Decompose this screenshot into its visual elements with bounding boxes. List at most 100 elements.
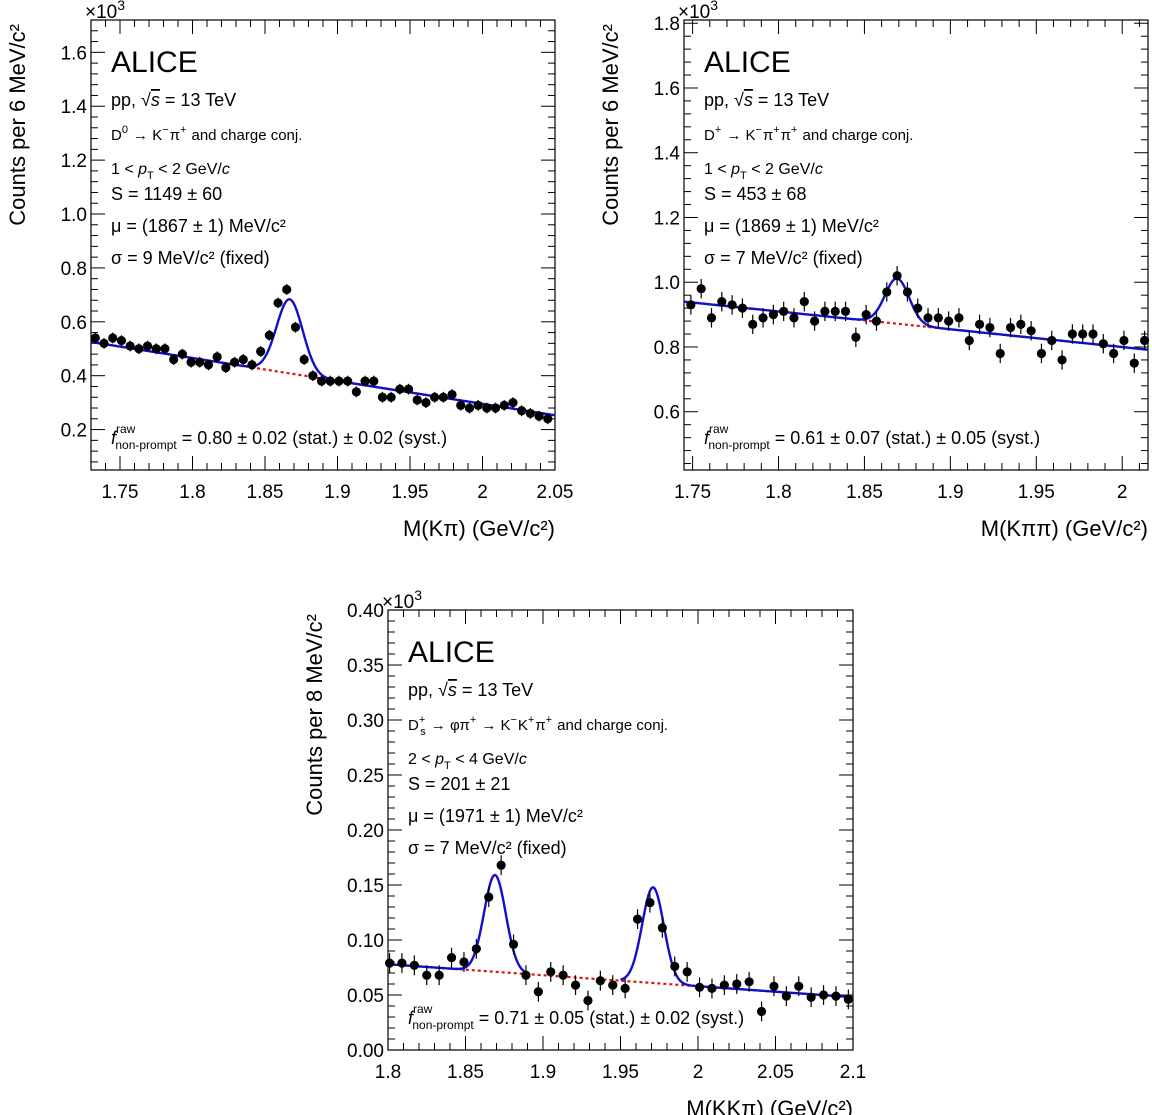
data-point xyxy=(758,313,768,323)
sqrt-symbol: √ xyxy=(734,90,744,110)
y-tick-label: 0.20 xyxy=(347,821,384,842)
data-point xyxy=(525,408,535,419)
data-point xyxy=(517,406,527,416)
x-tick-label: 1.8 xyxy=(179,482,205,503)
data-point xyxy=(177,349,187,359)
data-point xyxy=(882,287,892,297)
data-point xyxy=(985,322,995,333)
data-point xyxy=(447,389,457,400)
data-point xyxy=(737,303,748,313)
non-prompt-fraction: fraw non-prompt = 0.61 ± 0.07 (stat.) ± 0… xyxy=(704,422,1040,452)
signal-yield: S = 1149 ± 60 xyxy=(111,184,222,204)
y-exponent: ×103 xyxy=(85,0,125,23)
data-point xyxy=(421,398,431,408)
data-point xyxy=(818,990,829,1000)
pt-range: 2 < pT < 4 GeV/c xyxy=(408,751,527,772)
data-point xyxy=(369,376,379,386)
experiment-label: ALICE xyxy=(408,636,495,669)
data-point xyxy=(851,332,861,342)
fit-mean: μ = (1971 ± 1) MeV/c² xyxy=(408,806,583,826)
y-exponent: ×103 xyxy=(382,587,422,613)
data-point xyxy=(794,981,804,991)
data-point xyxy=(384,958,395,968)
data-point xyxy=(933,313,943,323)
data-point xyxy=(1026,326,1036,336)
y-tick-label: 1.6 xyxy=(654,79,680,100)
data-point xyxy=(490,403,501,413)
x-tick-label: 1.8 xyxy=(375,1062,401,1083)
y-tick-label: 1.4 xyxy=(61,97,88,118)
data-point xyxy=(212,352,222,362)
data-point xyxy=(160,344,170,354)
y-tick-label: 0.8 xyxy=(61,259,87,280)
data-point xyxy=(169,354,179,365)
y-tick-label: 0.30 xyxy=(347,711,384,732)
data-point xyxy=(343,376,353,386)
data-point xyxy=(707,983,717,994)
data-point xyxy=(682,967,692,977)
total-fit-line xyxy=(90,298,556,417)
data-point xyxy=(1057,355,1067,365)
dplus-mass-panel: 1.75 1.8 1.85 1.9 1.95 2 0.6 0.8 1.0 1.2 1.4 1.6 1.8… xyxy=(598,0,1150,541)
data-point xyxy=(727,300,737,310)
data-point xyxy=(1036,348,1047,359)
data-point xyxy=(686,300,696,310)
total-fit-line xyxy=(387,873,854,999)
y-tick-label: 0.2 xyxy=(61,421,87,442)
data-point xyxy=(645,898,655,908)
data-point xyxy=(1016,319,1026,329)
data-point xyxy=(229,357,240,367)
fit-sigma: σ = 7 MeV/c² (fixed) xyxy=(408,838,567,858)
collision-system: pp, √s = 13 TeV xyxy=(408,680,533,700)
non-prompt-fraction: fraw non-prompt = 0.71 ± 0.05 (stat.) ± 0… xyxy=(408,1002,744,1032)
data-point xyxy=(534,411,544,421)
plot-frame xyxy=(683,19,1149,471)
data-point xyxy=(446,953,457,963)
d0-mass-panel: 1.75 1.8 1.85 1.9 1.95 2 2.05 0.2 0.4 0.6 0.8 1.0 1.… xyxy=(5,0,573,541)
data-point xyxy=(264,330,274,340)
fit-sigma: σ = 9 MeV/c² (fixed) xyxy=(111,248,270,268)
y-axis-label: Counts per 6 MeV/c² xyxy=(5,24,30,226)
data-point xyxy=(964,335,974,346)
y-tick-label: 0.05 xyxy=(347,986,384,1007)
data-point xyxy=(744,977,754,987)
data-point xyxy=(377,392,388,402)
data-point xyxy=(316,376,327,386)
decay-channel: D+ s → φπ+ → K− K+ π+ and charge conj. xyxy=(408,714,668,738)
y-tick-label: 0.15 xyxy=(347,876,384,897)
y-tick-label: 0.35 xyxy=(347,656,384,677)
data-point xyxy=(430,392,440,402)
data-point xyxy=(409,960,419,970)
y-axis-label: Counts per 6 MeV/c² xyxy=(598,24,623,226)
data-point xyxy=(334,376,344,386)
data-point xyxy=(290,322,301,332)
data-point xyxy=(434,970,444,980)
data-point xyxy=(186,357,196,367)
data-point xyxy=(508,939,519,950)
data-point xyxy=(892,271,902,281)
data-point xyxy=(861,310,871,320)
fit-mean: μ = (1869 ± 1) MeV/c² xyxy=(704,216,879,236)
data-point xyxy=(282,284,292,295)
data-point xyxy=(456,400,466,410)
y-tick-label: 0.6 xyxy=(654,403,680,424)
data-point xyxy=(521,970,531,980)
data-point xyxy=(748,319,758,329)
sqrt-symbol: √ xyxy=(438,680,448,700)
data-point xyxy=(459,957,469,967)
data-point xyxy=(221,363,231,373)
data-point xyxy=(203,360,214,370)
fit-sigma: σ = 7 MeV/c² (fixed) xyxy=(704,248,863,268)
data-point xyxy=(779,306,789,316)
ds-mass-panel: 1.8 1.85 1.9 1.95 2 2.05 2.1 0.00 0.05 0.10 0.15 0.… xyxy=(302,587,866,1115)
data-point xyxy=(151,344,161,354)
data-point xyxy=(831,991,841,1001)
data-point xyxy=(974,319,985,329)
data-point xyxy=(299,354,309,365)
x-tick-label: 2 xyxy=(477,482,488,503)
data-point xyxy=(1098,339,1108,349)
data-point xyxy=(247,360,257,370)
data-point xyxy=(438,392,448,402)
y-tick-label: 0.6 xyxy=(61,313,87,334)
data-point xyxy=(570,980,581,990)
